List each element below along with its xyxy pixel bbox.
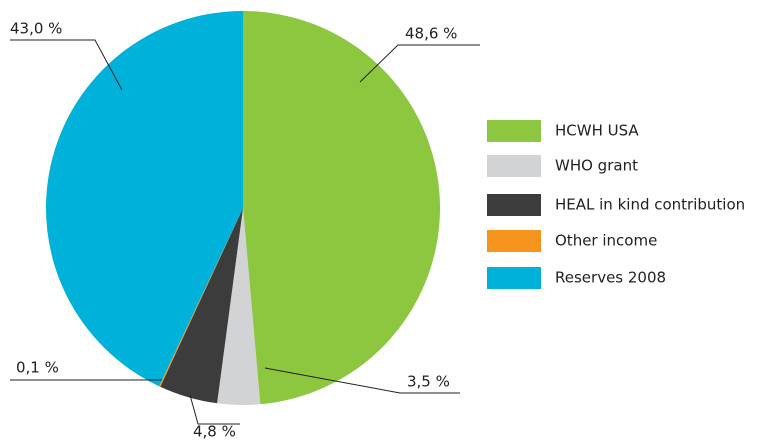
- data-label: 3,5 %: [407, 373, 450, 391]
- pie-slice: [217, 208, 261, 406]
- leader-line: [264, 367, 460, 394]
- leader-line: [359, 44, 480, 83]
- data-label: 43,0 %: [10, 20, 62, 38]
- legend-swatch: [487, 155, 541, 177]
- data-label: 0,1 %: [16, 359, 59, 377]
- data-label: 4,8 %: [193, 423, 236, 440]
- legend-swatch: [487, 120, 541, 142]
- leader-line: [189, 394, 240, 425]
- pie-slice: [160, 208, 243, 404]
- legend-label: Other income: [555, 232, 657, 250]
- legend-label: WHO grant: [555, 157, 638, 175]
- legend-label: HEAL in kind contribution: [555, 196, 745, 214]
- legend-label: HCWH USA: [555, 122, 639, 140]
- leader-line: [10, 39, 123, 91]
- pie-slice: [159, 208, 243, 387]
- pie-slice: [45, 11, 244, 387]
- data-label: 48,6 %: [405, 25, 457, 43]
- legend-swatch: [487, 194, 541, 216]
- pie-slice: [243, 11, 441, 405]
- legend-swatch: [487, 267, 541, 289]
- legend-label: Reserves 2008: [555, 269, 666, 287]
- legend-swatch: [487, 230, 541, 252]
